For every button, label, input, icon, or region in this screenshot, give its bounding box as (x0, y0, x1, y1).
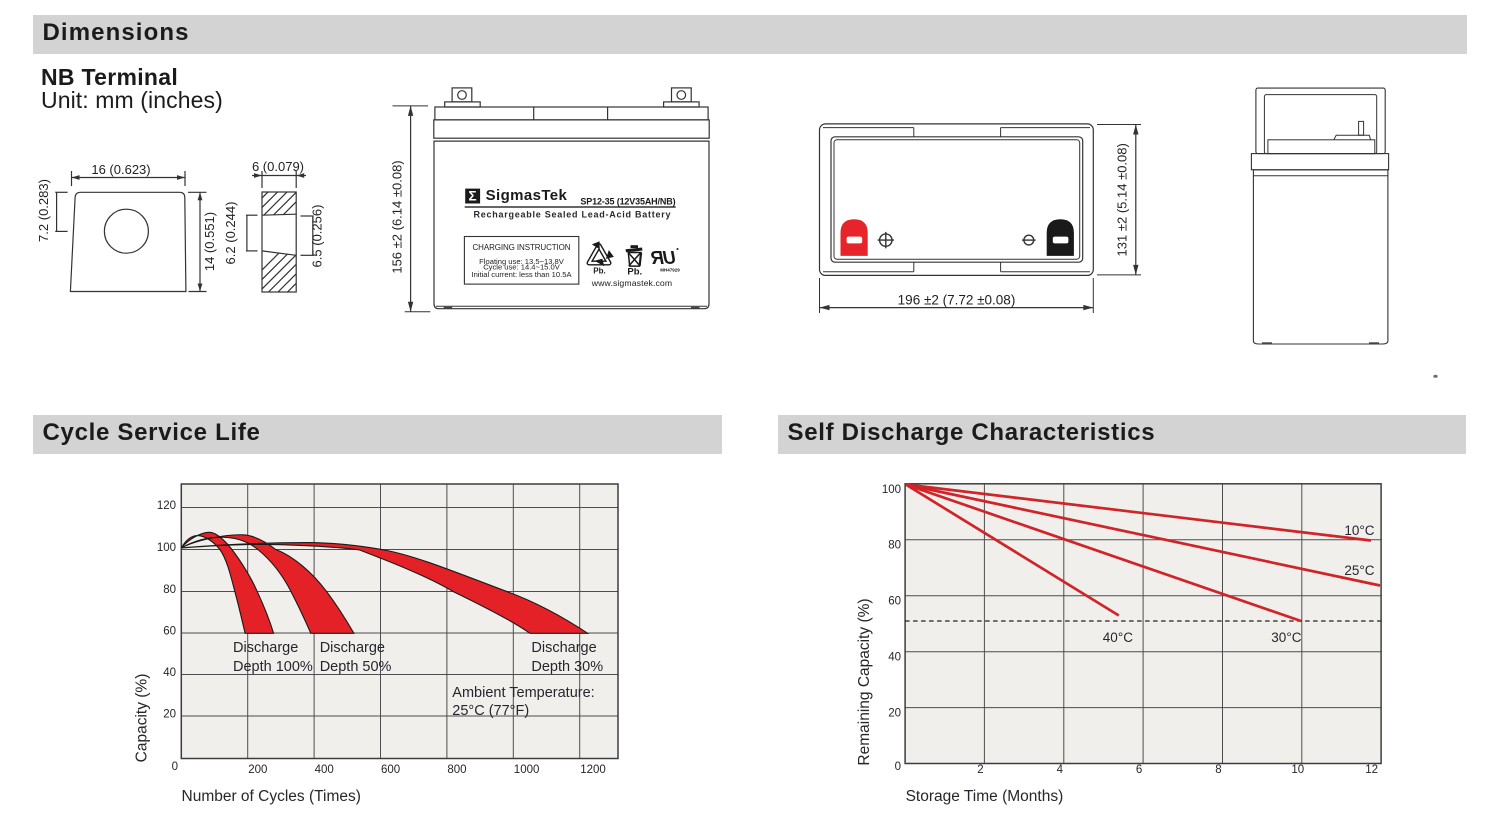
svg-text:400: 400 (315, 764, 334, 776)
svg-text:100: 100 (882, 484, 901, 496)
svg-text:16 (0.623): 16 (0.623) (91, 162, 150, 177)
svg-text:131 ±2 (5.14 ±0.08): 131 ±2 (5.14 ±0.08) (1115, 143, 1130, 256)
svg-text:Depth 100%: Depth 100% (233, 659, 313, 675)
svg-text:200: 200 (248, 764, 267, 776)
svg-text:Cycle use: 14.4~15.0V: Cycle use: 14.4~15.0V (483, 263, 561, 272)
svg-text:60: 60 (163, 625, 176, 637)
svg-text:60: 60 (888, 595, 901, 607)
svg-text:1200: 1200 (580, 764, 606, 776)
svg-text:6.2 (0.244): 6.2 (0.244) (223, 202, 238, 265)
svg-text:Discharge: Discharge (320, 640, 385, 656)
svg-text:196 ±2 (7.72 ±0.08): 196 ±2 (7.72 ±0.08) (898, 293, 1016, 308)
svg-text:8: 8 (1215, 764, 1221, 776)
svg-text:25°C (77°F): 25°C (77°F) (452, 703, 529, 719)
svg-text:0: 0 (895, 761, 901, 773)
svg-text:2: 2 (977, 764, 983, 776)
svg-text:30°C: 30°C (1271, 630, 1301, 645)
svg-text:14 (0.551): 14 (0.551) (202, 212, 217, 271)
svg-text:120: 120 (157, 500, 176, 512)
svg-text:Floating use: 13.5~13.8V: Floating use: 13.5~13.8V (479, 257, 565, 266)
svg-text:Ambient Temperature:: Ambient Temperature: (452, 685, 594, 701)
svg-text:4: 4 (1057, 764, 1064, 776)
svg-text:6: 6 (1136, 764, 1142, 776)
svg-text:www.sigmastek.com: www.sigmastek.com (591, 278, 672, 288)
svg-text:7.2 (0.283): 7.2 (0.283) (36, 179, 51, 242)
svg-text:10°C: 10°C (1344, 523, 1374, 538)
svg-text:40°C: 40°C (1103, 630, 1133, 645)
svg-text:80: 80 (888, 540, 901, 552)
svg-text:1000: 1000 (514, 764, 540, 776)
svg-text:MH47929: MH47929 (660, 268, 680, 273)
svg-text:10: 10 (1291, 764, 1304, 776)
svg-text:Discharge: Discharge (233, 640, 298, 656)
svg-text:Pb.: Pb. (593, 267, 605, 276)
svg-text:25°C: 25°C (1344, 563, 1374, 578)
svg-text:Number of Cycles (Times): Number of Cycles (Times) (182, 788, 361, 805)
svg-text:12: 12 (1365, 764, 1378, 776)
svg-text:Remaining Capacity (%): Remaining Capacity (%) (856, 598, 873, 765)
svg-text:40: 40 (163, 667, 176, 679)
svg-text:Capacity (%): Capacity (%) (134, 674, 151, 763)
svg-text:Storage Time (Months): Storage Time (Months) (906, 788, 1064, 805)
svg-text:CHARGING INSTRUCTION: CHARGING INSTRUCTION (472, 243, 570, 252)
svg-text:0: 0 (172, 761, 178, 773)
svg-text:Pb.: Pb. (627, 267, 642, 278)
svg-text:800: 800 (447, 764, 466, 776)
svg-text:SigmasTek: SigmasTek (486, 187, 568, 204)
svg-text:Depth 50%: Depth 50% (320, 659, 392, 675)
svg-text:40: 40 (888, 651, 901, 663)
svg-text:Initial current: less than 10.: Initial current: less than 10.5A (471, 270, 572, 279)
svg-text:100: 100 (157, 542, 176, 554)
svg-text:156 ±2 (6.14 ±0.08): 156 ±2 (6.14 ±0.08) (390, 160, 405, 273)
svg-text:6.5 (0.256): 6.5 (0.256) (310, 205, 325, 268)
svg-text:Discharge: Discharge (531, 640, 596, 656)
svg-text:20: 20 (163, 708, 176, 720)
svg-text:Depth 30%: Depth 30% (531, 659, 603, 675)
svg-text:6 (0.079): 6 (0.079) (252, 159, 304, 174)
svg-text:Rechargeable Sealed Lead-Acid: Rechargeable Sealed Lead-Acid Battery (474, 210, 672, 220)
svg-text:80: 80 (163, 584, 176, 596)
svg-text:Σ: Σ (469, 189, 477, 204)
svg-text:20: 20 (888, 707, 901, 719)
svg-text:600: 600 (381, 764, 400, 776)
svg-text:UR: UR (651, 248, 676, 268)
svg-text:SP12-35 (12V35AH/NB): SP12-35 (12V35AH/NB) (580, 197, 675, 207)
